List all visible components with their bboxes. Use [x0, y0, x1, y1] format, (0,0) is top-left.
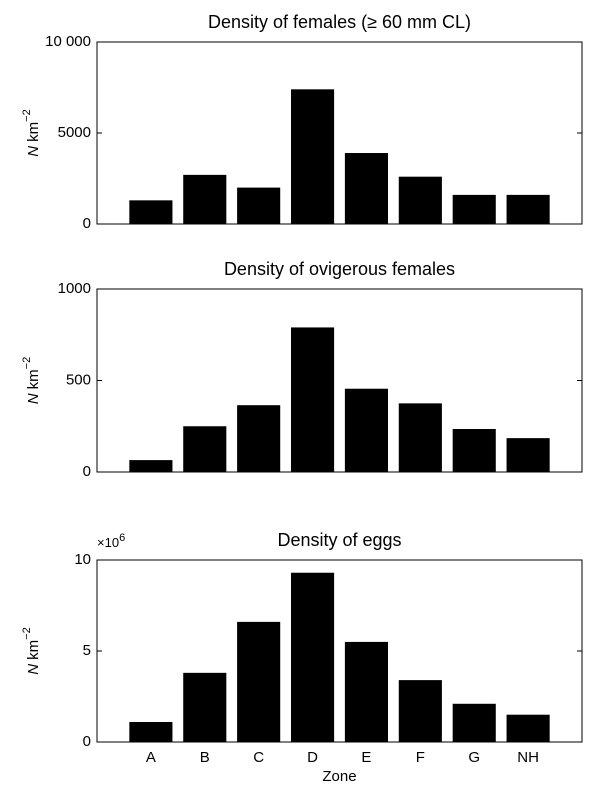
- ylabel-unit: km: [25, 640, 42, 660]
- panel: Density of ovigerous females 0 500 1000 Nkm−…: [21, 259, 583, 480]
- bar: [398, 680, 442, 742]
- bar: [183, 174, 227, 224]
- y-tick-label: 500: [66, 371, 91, 388]
- panel: Density of females (≥ 60 mm CL) 0 5000 10 0…: [21, 12, 583, 232]
- y-tick-label: 1000: [58, 280, 91, 297]
- bar: [344, 641, 388, 742]
- chart-title: Density of eggs: [277, 530, 401, 550]
- chart-title: Density of females (≥ 60 mm CL): [208, 12, 471, 32]
- bar: [398, 176, 442, 224]
- bar: [183, 672, 227, 742]
- x-tick-label: F: [416, 749, 425, 766]
- x-tick-label: A: [146, 749, 156, 766]
- y-multiplier: ×106: [97, 532, 125, 551]
- bar: [506, 194, 550, 224]
- ylabel-symbol: N: [25, 393, 42, 404]
- y-axis-label: Nkm−2: [21, 109, 42, 156]
- bar: [291, 89, 335, 224]
- x-tick-label: NH: [517, 749, 539, 766]
- bar: [506, 438, 550, 472]
- bar: [291, 327, 335, 472]
- ylabel-symbol: N: [25, 664, 42, 675]
- bar: [183, 426, 227, 472]
- chart-title: Density of ovigerous females: [224, 259, 455, 279]
- ylabel-symbol: N: [25, 146, 42, 157]
- y-tick-label: 10: [74, 551, 91, 568]
- y-tick-label: 5: [83, 642, 91, 659]
- bar: [129, 721, 173, 742]
- bar: [452, 703, 496, 742]
- y-tick-label: 0: [83, 733, 91, 750]
- ylabel-exponent: −2: [21, 357, 33, 370]
- bar: [452, 194, 496, 224]
- y-tick-label: 0: [83, 463, 91, 480]
- bar: [344, 153, 388, 224]
- panel: Density of eggs A B C D E F G NH 0 5 10 ×106 Nkm−2 Zon…: [21, 530, 583, 785]
- y-axis-label: Nkm−2: [21, 357, 42, 404]
- bar: [237, 621, 281, 742]
- y-tick-label: 5000: [58, 124, 91, 141]
- y-tick-label: 0: [83, 215, 91, 232]
- y-tick-label: 10 000: [45, 33, 91, 50]
- ylabel-exponent: −2: [21, 627, 33, 640]
- ylabel-unit: km: [25, 122, 42, 142]
- bar: [237, 405, 281, 472]
- bar: [344, 388, 388, 472]
- multiplier-base: ×10: [97, 535, 119, 550]
- bar: [398, 403, 442, 472]
- x-tick-label: G: [468, 749, 480, 766]
- bar: [129, 460, 173, 472]
- x-tick-label: C: [253, 749, 264, 766]
- y-axis-label: Nkm−2: [21, 627, 42, 674]
- bar: [291, 572, 335, 742]
- x-tick-label: E: [361, 749, 371, 766]
- bar: [452, 428, 496, 472]
- ylabel-exponent: −2: [21, 109, 33, 122]
- x-axis-label: Zone: [322, 768, 356, 785]
- multiplier-exponent: 6: [119, 532, 125, 544]
- x-tick-label: D: [307, 749, 318, 766]
- x-tick-label: B: [200, 749, 210, 766]
- ylabel-unit: km: [25, 369, 42, 389]
- bar: [129, 200, 173, 224]
- bar: [237, 187, 281, 224]
